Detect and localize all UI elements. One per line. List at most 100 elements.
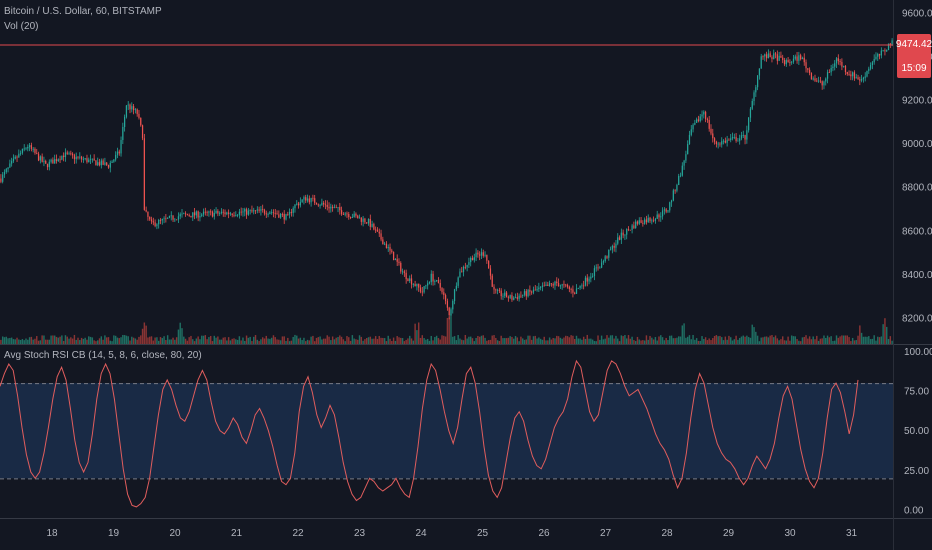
volume-bar — [12, 339, 15, 344]
candle-body — [773, 53, 775, 59]
volume-bar — [708, 338, 710, 344]
volume-bar — [471, 338, 474, 344]
volume-bar — [613, 338, 615, 344]
volume-bar — [165, 340, 167, 344]
volume-bar — [835, 335, 838, 344]
candle-body — [181, 213, 183, 215]
candle-body — [306, 198, 309, 201]
volume-bar — [656, 340, 658, 344]
candle-body — [175, 219, 178, 221]
volume-bar — [242, 337, 244, 344]
volume-bar — [141, 328, 144, 344]
candle-body — [837, 58, 839, 62]
volume-bar — [561, 338, 563, 344]
volume-bar — [455, 340, 458, 344]
volume-bar — [742, 335, 744, 344]
volume-bar — [201, 335, 203, 344]
volume-bar — [453, 336, 456, 344]
volume-bar — [850, 341, 852, 344]
candle-body — [828, 72, 830, 74]
candle-body — [875, 56, 877, 59]
candle-body — [843, 66, 845, 67]
candle-body — [453, 289, 456, 301]
volume-bar — [846, 335, 848, 344]
candle-body — [297, 203, 300, 206]
volume-bar — [554, 338, 556, 344]
candle-body — [830, 67, 832, 73]
volume-bar — [231, 338, 233, 344]
volume-bar — [670, 335, 673, 344]
candle-body — [552, 284, 554, 286]
candle-body — [846, 71, 848, 74]
volume-bar — [765, 336, 768, 344]
volume-bar — [410, 338, 413, 344]
candle-body — [371, 224, 373, 227]
candle-body — [366, 222, 368, 224]
candle-body — [211, 211, 214, 217]
volume-bar — [19, 339, 22, 344]
volume-bar — [118, 338, 120, 344]
volume-bar — [122, 334, 124, 344]
volume-bar — [746, 335, 748, 344]
candle-body — [563, 284, 565, 286]
candle-body — [303, 197, 305, 200]
candle-body — [355, 213, 357, 216]
candle-body — [808, 69, 811, 74]
candle-body — [183, 213, 185, 215]
candle-body — [263, 209, 266, 214]
candle-body — [37, 153, 40, 161]
candle-body — [52, 159, 54, 164]
volume-bar — [109, 340, 111, 344]
volume-bar — [661, 337, 664, 344]
volume-bar — [814, 339, 816, 344]
volume-bar — [719, 335, 721, 344]
candle-body — [208, 211, 210, 213]
volume-bar — [839, 336, 841, 344]
volume-bar — [643, 340, 646, 344]
volume-bar — [301, 340, 303, 344]
candle-body — [615, 243, 617, 248]
candle-body — [89, 159, 92, 160]
candle-body — [154, 222, 156, 227]
volume-bar — [794, 336, 796, 344]
candle-body — [475, 252, 477, 258]
volume-bar — [95, 341, 97, 344]
volume-bar — [226, 340, 228, 344]
volume-bar — [774, 335, 777, 344]
candle-body — [848, 73, 850, 75]
volume-bar — [18, 339, 20, 344]
volume-bar — [253, 336, 255, 344]
candle-body — [140, 117, 142, 126]
volume-bar — [468, 336, 470, 344]
time-tick-label: 26 — [538, 528, 550, 539]
volume-bar — [527, 335, 529, 344]
time-tick-label: 18 — [46, 528, 58, 539]
indicator-legend: Avg Stoch RSI CB (14, 5, 8, 6, close, 80… — [4, 350, 202, 361]
candle-body — [439, 282, 441, 288]
candle-body — [658, 214, 660, 218]
volume-bar — [753, 327, 755, 344]
candle-body — [468, 262, 470, 265]
volume-bar — [288, 341, 291, 344]
price-tick-label: 9600.00 — [902, 9, 932, 20]
candle-body — [703, 111, 705, 115]
candle-body — [651, 220, 653, 222]
volume-bar — [66, 336, 68, 344]
candle-body — [11, 161, 13, 164]
volume-bar — [875, 340, 877, 344]
volume-bar — [79, 340, 81, 344]
time-tick-label: 27 — [600, 528, 612, 539]
time-tick-label: 31 — [846, 528, 858, 539]
candle-body — [233, 214, 235, 216]
price-tick-label: 9200.00 — [902, 96, 932, 107]
volume-bar — [145, 325, 147, 344]
candle-body — [382, 239, 384, 245]
candle-body — [814, 78, 816, 81]
candle-body — [115, 154, 117, 160]
volume-bar — [168, 339, 171, 344]
candle-body — [45, 160, 47, 164]
volume-bar — [157, 340, 160, 344]
volume-bar — [89, 336, 92, 344]
volume-bar — [771, 335, 773, 344]
